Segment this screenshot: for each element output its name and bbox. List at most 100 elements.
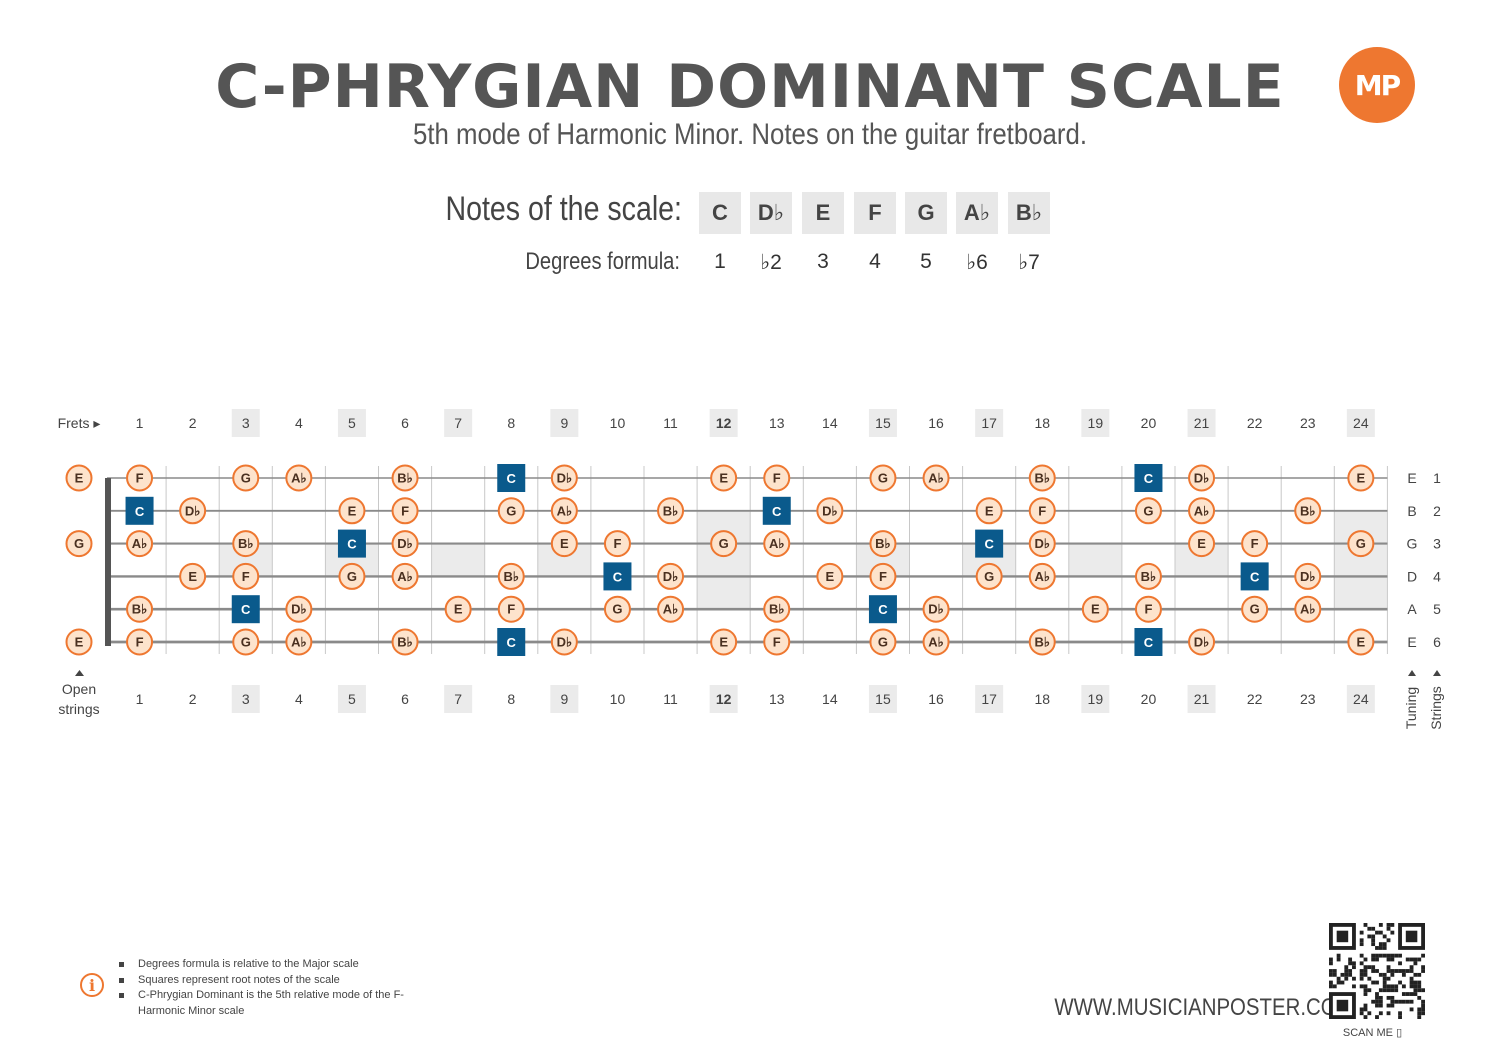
note-s3-f15-circle — [869, 530, 897, 558]
note-s4-f10-root-square — [603, 562, 632, 591]
tuning-label: Tuning — [1403, 687, 1419, 729]
note-s1-f18-circle — [1028, 464, 1056, 492]
scale-degree-1: 1 — [714, 250, 726, 273]
qr-module — [1352, 961, 1356, 966]
note-s4-f11-label: D♭ — [663, 569, 679, 584]
qr-finder-module — [1336, 930, 1349, 943]
scan-me-label: SCAN ME ▯ — [1320, 1026, 1425, 1039]
scale-note-3: E — [802, 192, 844, 234]
qr-module — [1332, 972, 1337, 977]
note-s6-f9-circle — [550, 628, 578, 656]
note-s1-f8-root-square — [497, 464, 526, 492]
qr-module — [1398, 999, 1402, 1004]
musicianposter-logo[interactable]: MP — [1339, 47, 1415, 123]
note-s2-f6-circle — [391, 497, 419, 525]
bottom-fret-number-21: 21 — [1194, 691, 1210, 707]
fret-number-box-24 — [1346, 685, 1375, 713]
note-s6-f24-label: E — [1357, 635, 1366, 650]
qr-module — [1386, 969, 1391, 973]
note-s5-f15-label: C — [878, 602, 888, 617]
bottom-fret-number-12: 12 — [716, 691, 732, 707]
qr-module — [1390, 957, 1395, 962]
fret-number-box-5 — [337, 685, 366, 713]
qr-module — [1390, 953, 1395, 958]
qr-module — [1371, 926, 1376, 931]
qr-module — [1371, 942, 1376, 947]
note-s4-f20-label: B♭ — [1141, 569, 1157, 584]
qr-module — [1413, 980, 1418, 985]
qr-module — [1417, 1015, 1422, 1019]
qr-module — [1421, 999, 1425, 1004]
tuning-note-1: E — [1407, 470, 1416, 486]
website-link[interactable]: WWW.MUSICIANPOSTER.COM — [1054, 994, 1354, 1021]
note-s3-f17-root-square — [975, 529, 1004, 558]
qr-module — [1390, 1003, 1395, 1008]
bottom-fret-number-18: 18 — [1034, 691, 1050, 707]
degrees-formula-label: Degrees formula: — [525, 248, 680, 275]
note-s2-f5-label: E — [348, 503, 357, 518]
note-s2-f11-circle — [657, 497, 685, 525]
qr-module — [1371, 953, 1376, 958]
qr-module — [1409, 984, 1414, 989]
note-s6-f16-circle — [922, 628, 950, 656]
qr-module — [1340, 980, 1345, 985]
info-notes-list: Degrees formula is relative to the Major… — [118, 957, 448, 1019]
qr-module — [1409, 992, 1414, 996]
qr-module — [1421, 1007, 1425, 1012]
qr-module — [1367, 934, 1372, 939]
note-s1-f1-circle — [126, 464, 154, 492]
note-s4-f14-circle — [816, 562, 844, 590]
qr-code[interactable] — [1329, 923, 1425, 1019]
qr-module — [1413, 988, 1418, 993]
note-s5-f22-circle — [1241, 595, 1269, 623]
note-s4-f15-circle — [869, 562, 897, 590]
fret-marker-shade-19 — [1068, 543, 1122, 577]
page-title: C-PHRYGIAN DOMINANT SCALE — [215, 52, 1285, 122]
fret-marker-shade-7 — [431, 543, 485, 577]
note-s1-f15-circle — [869, 464, 897, 492]
qr-module — [1394, 984, 1399, 989]
qr-module — [1417, 1011, 1422, 1016]
scale-degree-3: 3 — [817, 250, 829, 273]
note-s1-f3-circle — [232, 464, 260, 492]
qr-module — [1386, 976, 1391, 981]
bottom-fret-number-2: 2 — [189, 691, 197, 707]
top-fret-number-13: 13 — [769, 415, 785, 431]
qr-module — [1390, 969, 1395, 973]
qr-module — [1363, 1003, 1368, 1008]
bottom-fret-number-23: 23 — [1300, 691, 1316, 707]
note-s6-f1-label: F — [136, 635, 144, 650]
bottom-fret-number-9: 9 — [560, 691, 568, 707]
note-s3-f6-label: D♭ — [397, 536, 413, 551]
note-s3-f17-label: C — [984, 537, 994, 552]
qr-module — [1382, 988, 1387, 993]
qr-module — [1371, 980, 1376, 985]
qr-module — [1421, 988, 1425, 993]
qr-module — [1413, 961, 1418, 966]
qr-module — [1394, 969, 1399, 973]
note-s5-f3-label: C — [241, 602, 251, 617]
note-s5-f8-circle — [497, 595, 525, 623]
note-s1-f21-label: D♭ — [1194, 471, 1210, 486]
qr-module — [1417, 988, 1422, 993]
note-s6-f16-label: A♭ — [928, 635, 944, 650]
qr-module — [1413, 957, 1418, 962]
note-s4-f10-label: C — [613, 569, 623, 584]
qr-module — [1390, 972, 1395, 977]
note-s5-f16-label: D♭ — [928, 602, 944, 617]
top-fret-number-19: 19 — [1088, 415, 1104, 431]
qr-module — [1344, 972, 1349, 977]
qr-module — [1405, 992, 1410, 996]
top-fret-number-2: 2 — [189, 415, 197, 431]
note-s2-f23-circle — [1294, 497, 1322, 525]
note-s5-f22-label: G — [1250, 602, 1260, 617]
fret-marker-shade-24 — [1334, 510, 1388, 610]
qr-module — [1382, 942, 1387, 947]
note-s2-f21-circle — [1188, 497, 1216, 525]
qr-module — [1344, 976, 1349, 981]
qr-module — [1375, 995, 1379, 1000]
top-fret-number-3: 3 — [242, 415, 250, 431]
bottom-fret-number-7: 7 — [454, 691, 462, 707]
top-fret-number-11: 11 — [663, 415, 678, 431]
qr-module — [1359, 969, 1364, 973]
